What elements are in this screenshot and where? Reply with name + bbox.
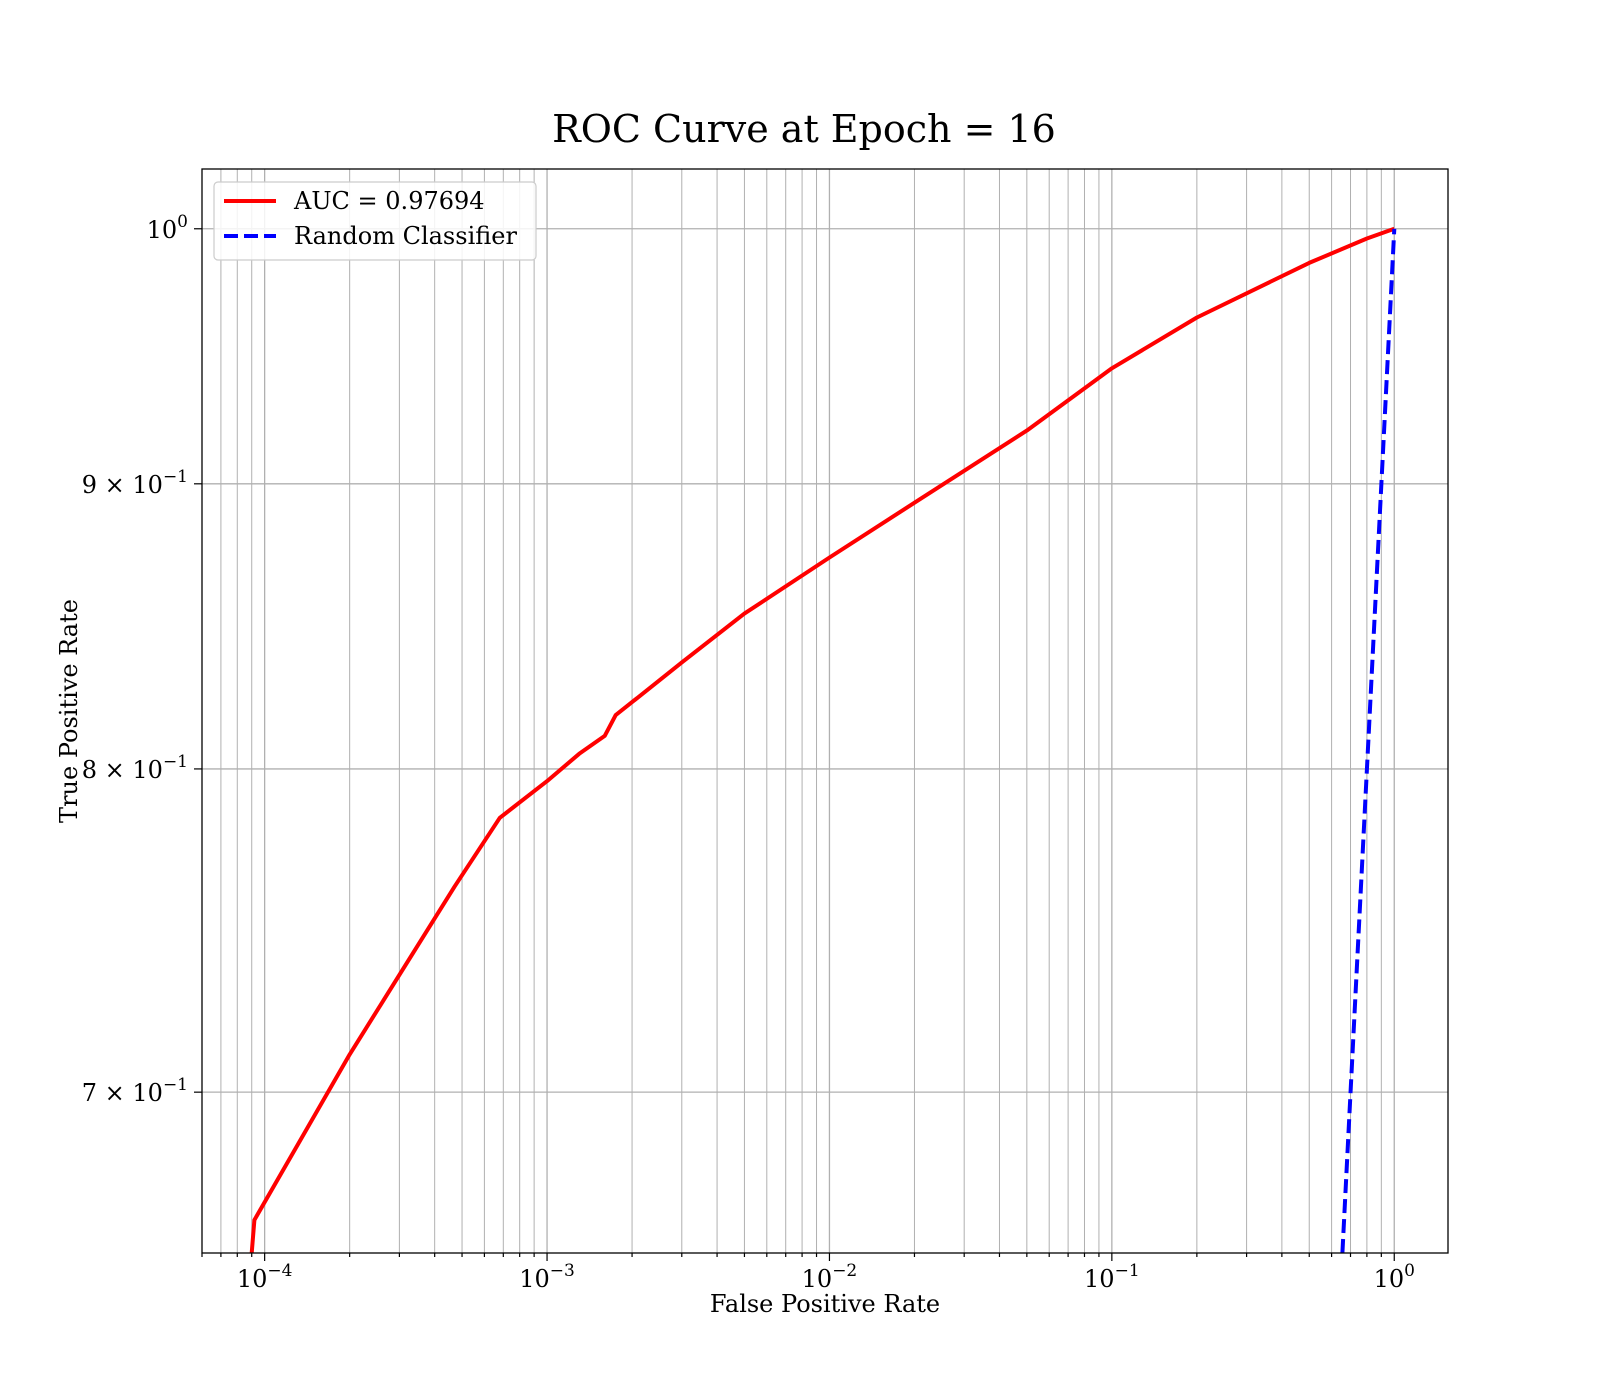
x-tick-label: 10−3: [519, 1261, 575, 1293]
chart-title: ROC Curve at Epoch = 16: [552, 107, 1056, 151]
x-tick-label: 10−2: [802, 1261, 858, 1293]
x-axis-label: False Positive Rate: [710, 1290, 940, 1318]
grid-lines: [201, 169, 1448, 1253]
legend-box: [213, 181, 537, 261]
series-group: [249, 226, 1397, 1253]
axis-ticks: [194, 228, 1395, 1261]
x-tick-label: 100: [1374, 1261, 1415, 1293]
plot-frame: [201, 168, 1449, 1254]
legend: AUC = 0.97694 Random Classifier: [213, 181, 537, 261]
tick-labels: 10−4 10−3 10−2 10−1 100 7 × 10−1 8 × 10−1 9 × 1…: [82, 212, 1415, 1293]
y-tick-label: 7 × 10−1: [82, 1075, 188, 1107]
roc-curve-line: [249, 226, 1395, 1253]
y-tick-label: 9 × 10−1: [82, 467, 188, 499]
x-tick-label: 10−4: [237, 1261, 293, 1293]
y-tick-label: 100: [147, 212, 188, 244]
legend-label-auc: AUC = 0.97694: [293, 187, 485, 215]
random-classifier-line: [1340, 228, 1397, 1253]
y-axis-label: True Positive Rate: [55, 599, 83, 823]
x-tick-label: 10−1: [1084, 1261, 1140, 1293]
legend-label-random: Random Classifier: [294, 222, 517, 250]
y-tick-label: 8 × 10−1: [82, 752, 188, 784]
